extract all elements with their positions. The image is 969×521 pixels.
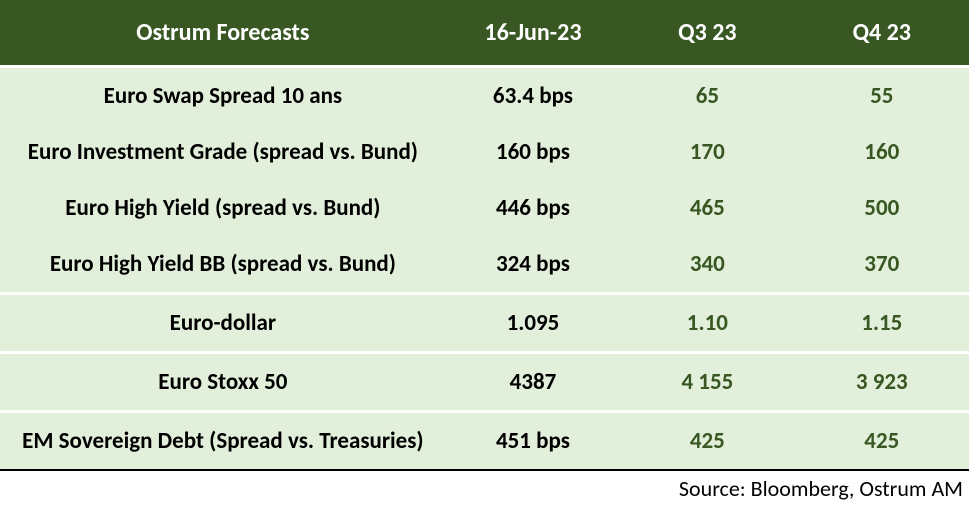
forecast-table-container: Ostrum Forecasts 16-Jun-23 Q3 23 Q4 23 E… [0, 0, 969, 502]
row-current: 324 bps [446, 236, 620, 294]
row-current: 63.4 bps [446, 67, 620, 125]
header-q3: Q3 23 [620, 0, 794, 67]
row-q4: 160 [795, 124, 969, 180]
row-q4: 1.15 [795, 294, 969, 353]
row-label: Euro High Yield BB (spread vs. Bund) [0, 236, 446, 294]
row-q3: 4 155 [620, 353, 794, 412]
table-row: Euro-dollar1.0951.101.15 [0, 294, 969, 353]
table-row: Euro Stoxx 5043874 1553 923 [0, 353, 969, 412]
row-q3: 425 [620, 412, 794, 470]
row-label: Euro Stoxx 50 [0, 353, 446, 412]
row-label: Euro Swap Spread 10 ans [0, 67, 446, 125]
row-label: Euro-dollar [0, 294, 446, 353]
row-q3: 465 [620, 180, 794, 236]
row-current: 451 bps [446, 412, 620, 470]
row-label: Euro High Yield (spread vs. Bund) [0, 180, 446, 236]
row-q3: 170 [620, 124, 794, 180]
header-date: 16-Jun-23 [446, 0, 620, 67]
row-q3: 340 [620, 236, 794, 294]
row-q4: 370 [795, 236, 969, 294]
table-row: Euro High Yield (spread vs. Bund)446 bps… [0, 180, 969, 236]
row-q4: 500 [795, 180, 969, 236]
row-q3: 1.10 [620, 294, 794, 353]
row-q4: 3 923 [795, 353, 969, 412]
row-label: Euro Investment Grade (spread vs. Bund) [0, 124, 446, 180]
table-body: Euro Swap Spread 10 ans63.4 bps6555Euro … [0, 67, 969, 470]
table-row: Euro Investment Grade (spread vs. Bund)1… [0, 124, 969, 180]
row-current: 446 bps [446, 180, 620, 236]
row-current: 1.095 [446, 294, 620, 353]
table-row: Euro Swap Spread 10 ans63.4 bps6555 [0, 67, 969, 125]
row-current: 160 bps [446, 124, 620, 180]
header-title: Ostrum Forecasts [0, 0, 446, 67]
table-header: Ostrum Forecasts 16-Jun-23 Q3 23 Q4 23 [0, 0, 969, 67]
row-current: 4387 [446, 353, 620, 412]
header-q4: Q4 23 [795, 0, 969, 67]
row-q4: 55 [795, 67, 969, 125]
table-row: EM Sovereign Debt (Spread vs. Treasuries… [0, 412, 969, 470]
row-label: EM Sovereign Debt (Spread vs. Treasuries… [0, 412, 446, 470]
table-row: Euro High Yield BB (spread vs. Bund)324 … [0, 236, 969, 294]
forecast-table: Ostrum Forecasts 16-Jun-23 Q3 23 Q4 23 E… [0, 0, 969, 469]
row-q3: 65 [620, 67, 794, 125]
row-q4: 425 [795, 412, 969, 470]
source-attribution: Source: Bloomberg, Ostrum AM [0, 469, 969, 502]
